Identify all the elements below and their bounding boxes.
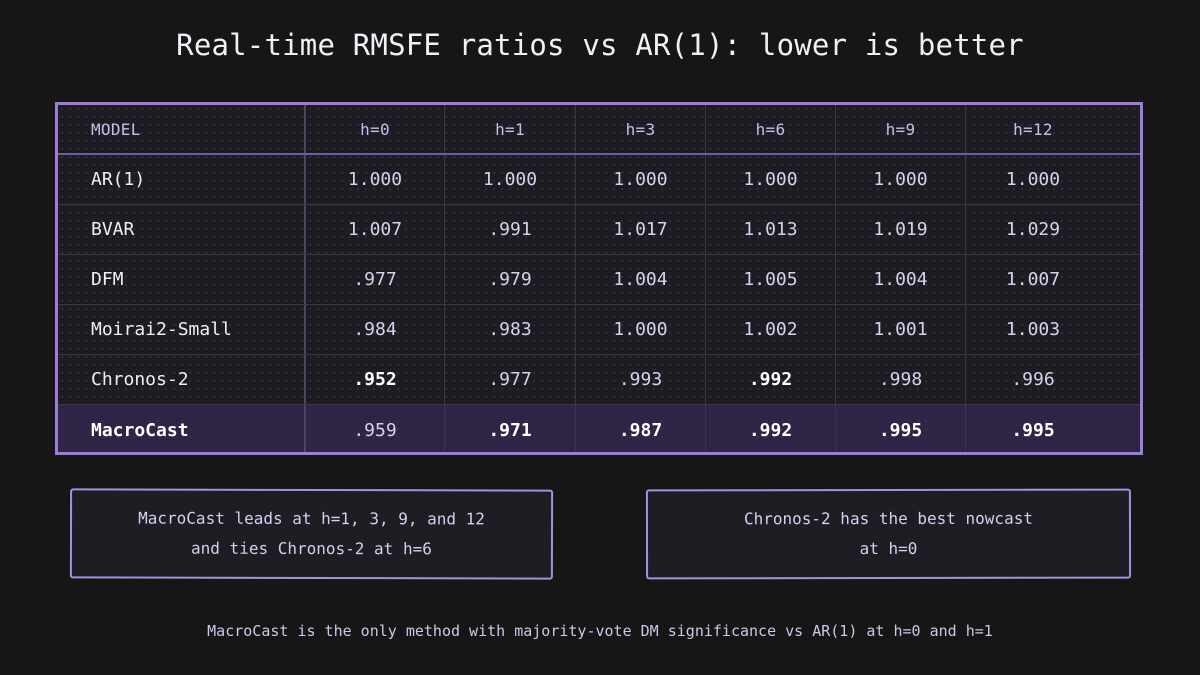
table-cell-value: 1.000 (306, 155, 445, 204)
table-cell-value: .959 (306, 405, 445, 452)
table-cell-value: 1.000 (836, 155, 966, 204)
table-cell-value: .983 (445, 305, 576, 354)
table-row: DFM .977.979 1.004 1.005 1.004 1.007 (58, 255, 1140, 305)
table-cell-value: .995 (836, 405, 966, 452)
table-cell-value: 1.000 (576, 305, 706, 354)
table-cell-value: .992 (706, 355, 836, 404)
table-cell-value: .993 (576, 355, 706, 404)
table-cell-value: .971 (445, 405, 576, 452)
table-cell-value: 1.000 (445, 155, 576, 204)
table-cell-value: 1.005 (706, 255, 836, 304)
table-cell-value: 1.007 (306, 205, 445, 254)
table-cell-value: 1.017 (576, 205, 706, 254)
column-header-h6: h=6 (706, 105, 836, 153)
table-cell-value: 1.002 (706, 305, 836, 354)
table-cell-value: 1.007 (1005, 269, 1061, 290)
table-cell-value: 1.003 (1005, 319, 1061, 340)
table-cell-value: 1.001 (836, 305, 966, 354)
callout-chronos-nowcast: Chronos-2 has the best nowcast at h=0 (645, 488, 1132, 580)
table-cell-value: .998 (836, 355, 966, 404)
results-table: MODEL h=0 h=1 h=3 h=6 h=9 h=12 AR(1) 1.00… (55, 102, 1143, 455)
footer-note: MacroCast is the only method with majori… (207, 622, 993, 640)
table-cell-value: 1.000 (1005, 169, 1061, 190)
callout-line: at h=0 (859, 538, 918, 559)
row-model-name: BVAR (58, 205, 306, 254)
column-header-h0: h=0 (306, 105, 445, 153)
table-cell-value: .987 (576, 405, 706, 452)
row-model-name: Moirai2-Small (58, 305, 306, 354)
table-cell-value: .992 (706, 405, 836, 452)
column-header-h12: h=12 (1013, 119, 1053, 139)
table-header-row: MODEL h=0 h=1 h=3 h=6 h=9 h=12 (58, 105, 1140, 155)
callout-macrocast-leads: MacroCast leads at h=1, 3, 9, and 12 and… (69, 488, 554, 580)
column-header-h3: h=3 (576, 105, 706, 153)
table-row: Chronos-2.952.977.993.992.998 .996 (58, 355, 1140, 405)
table-cell-value: .995 (1011, 419, 1055, 441)
table-cell-value: .996 (1011, 369, 1055, 390)
row-model-name: Chronos-2 (58, 355, 306, 404)
callout-line: Chronos-2 has the best nowcast (743, 508, 1033, 529)
row-model-name: DFM (58, 255, 306, 304)
table-cell-value: 1.000 (576, 155, 706, 204)
column-header-h1: h=1 (445, 105, 576, 153)
table-row: BVAR 1.007.991 1.017 1.013 1.019 1.029 (58, 205, 1140, 255)
callout-line: and ties Chronos-2 at h=6 (191, 538, 432, 559)
table-cell-value: 1.004 (576, 255, 706, 304)
table-cell-value: .979 (445, 255, 576, 304)
callout-line: MacroCast leads at h=1, 3, 9, and 12 (138, 508, 485, 529)
column-header-model: MODEL (58, 105, 306, 153)
table-cell-value: .991 (445, 205, 576, 254)
table-cell-value: .984 (306, 305, 445, 354)
table-cell-value: .977 (445, 355, 576, 404)
table-cell-value: 1.029 (1005, 219, 1061, 240)
row-model-name: MacroCast (58, 405, 306, 452)
table-cell-value: .977 (306, 255, 445, 304)
table-row: Moirai2-Small .984.983 1.000 1.002 1.001 1.00… (58, 305, 1140, 355)
table-cell-value: 1.019 (836, 205, 966, 254)
table-row: MacroCast .959.971.987.992.995.995 (58, 405, 1140, 452)
table-cell-value: 1.000 (706, 155, 836, 204)
table-cell-value: 1.004 (836, 255, 966, 304)
table-cell-value: .952 (306, 355, 445, 404)
table-cell-value: 1.013 (706, 205, 836, 254)
column-header-h9: h=9 (836, 105, 966, 153)
page-title: Real-time RMSFE ratios vs AR(1): lower i… (176, 28, 1024, 62)
table-row: AR(1) 1.000 1.000 1.000 1.000 1.000 1.000 (58, 155, 1140, 205)
row-model-name: AR(1) (58, 155, 306, 204)
